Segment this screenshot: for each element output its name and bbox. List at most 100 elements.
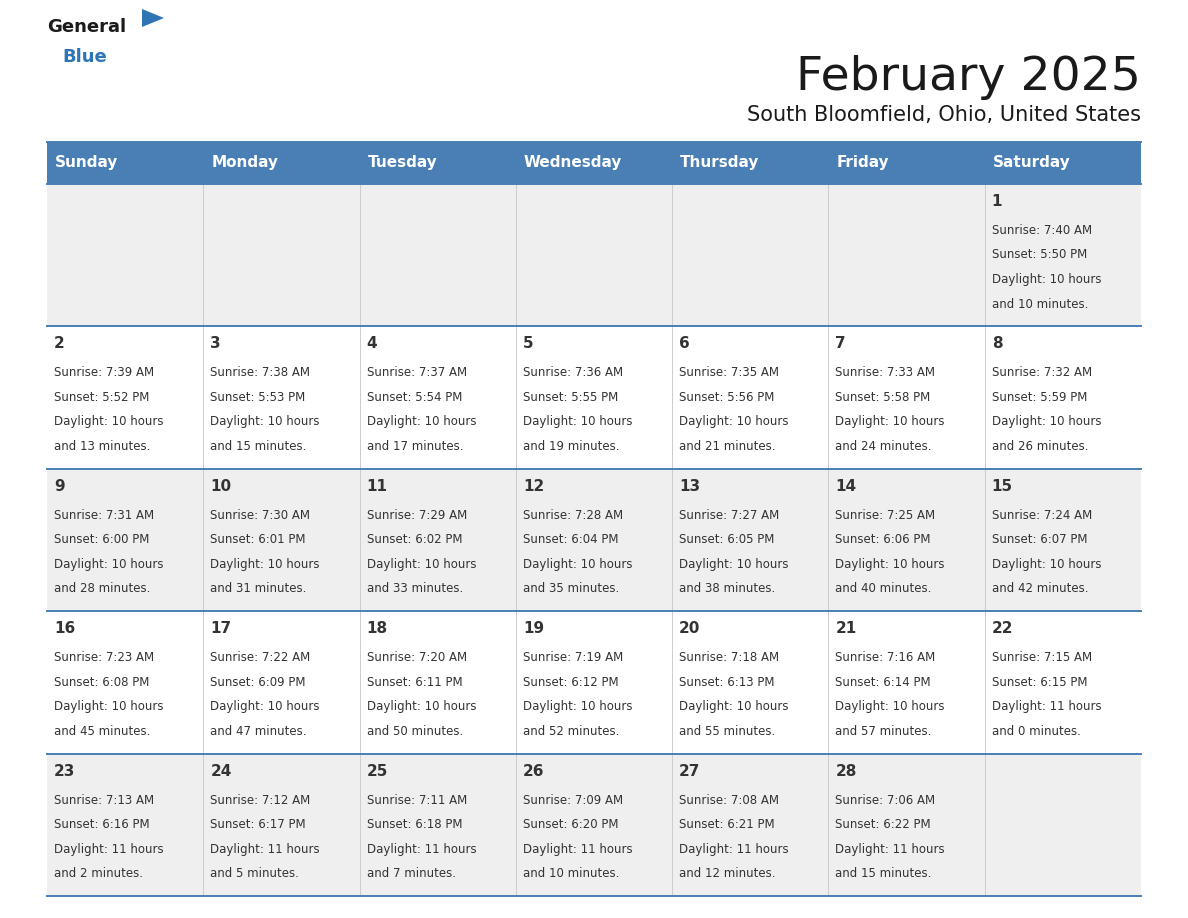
Text: Sunrise: 7:28 AM: Sunrise: 7:28 AM — [523, 509, 623, 521]
Text: Daylight: 11 hours: Daylight: 11 hours — [680, 843, 789, 856]
Text: Sunrise: 7:27 AM: Sunrise: 7:27 AM — [680, 509, 779, 521]
Text: Sunset: 6:17 PM: Sunset: 6:17 PM — [210, 818, 307, 831]
Text: Sunrise: 7:08 AM: Sunrise: 7:08 AM — [680, 793, 779, 807]
Text: Sunset: 5:59 PM: Sunset: 5:59 PM — [992, 391, 1087, 404]
Text: Sunrise: 7:23 AM: Sunrise: 7:23 AM — [53, 651, 154, 665]
Bar — [48, 184, 1140, 327]
Text: and 55 minutes.: and 55 minutes. — [680, 724, 776, 738]
Text: Sunset: 6:16 PM: Sunset: 6:16 PM — [53, 818, 150, 831]
Text: 18: 18 — [367, 621, 387, 636]
Text: Daylight: 10 hours: Daylight: 10 hours — [680, 700, 789, 713]
Text: Daylight: 10 hours: Daylight: 10 hours — [53, 416, 164, 429]
Text: 11: 11 — [367, 479, 387, 494]
Text: and 26 minutes.: and 26 minutes. — [992, 440, 1088, 453]
Text: Sunrise: 7:20 AM: Sunrise: 7:20 AM — [367, 651, 467, 665]
Text: and 15 minutes.: and 15 minutes. — [835, 868, 931, 880]
Text: 28: 28 — [835, 764, 857, 778]
Text: Sunset: 6:05 PM: Sunset: 6:05 PM — [680, 533, 775, 546]
Text: Sunrise: 7:32 AM: Sunrise: 7:32 AM — [992, 366, 1092, 379]
Text: 14: 14 — [835, 479, 857, 494]
Text: Daylight: 10 hours: Daylight: 10 hours — [523, 416, 632, 429]
Text: and 24 minutes.: and 24 minutes. — [835, 440, 931, 453]
Text: Daylight: 10 hours: Daylight: 10 hours — [680, 416, 789, 429]
Text: 8: 8 — [992, 336, 1003, 352]
Text: Sunset: 6:13 PM: Sunset: 6:13 PM — [680, 676, 775, 688]
Text: Sunrise: 7:11 AM: Sunrise: 7:11 AM — [367, 793, 467, 807]
Text: 25: 25 — [367, 764, 388, 778]
Text: Sunrise: 7:39 AM: Sunrise: 7:39 AM — [53, 366, 154, 379]
Text: Sunrise: 7:40 AM: Sunrise: 7:40 AM — [992, 224, 1092, 237]
Text: and 42 minutes.: and 42 minutes. — [992, 582, 1088, 595]
Text: Sunrise: 7:25 AM: Sunrise: 7:25 AM — [835, 509, 936, 521]
Text: Sunrise: 7:19 AM: Sunrise: 7:19 AM — [523, 651, 624, 665]
Text: Sunset: 5:56 PM: Sunset: 5:56 PM — [680, 391, 775, 404]
Text: Sunset: 6:15 PM: Sunset: 6:15 PM — [992, 676, 1087, 688]
Text: and 57 minutes.: and 57 minutes. — [835, 724, 931, 738]
Text: Daylight: 10 hours: Daylight: 10 hours — [367, 558, 476, 571]
Text: and 19 minutes.: and 19 minutes. — [523, 440, 619, 453]
Text: Sunrise: 7:15 AM: Sunrise: 7:15 AM — [992, 651, 1092, 665]
Text: Daylight: 10 hours: Daylight: 10 hours — [992, 273, 1101, 286]
Text: and 5 minutes.: and 5 minutes. — [210, 868, 299, 880]
Text: 16: 16 — [53, 621, 75, 636]
Text: and 47 minutes.: and 47 minutes. — [210, 724, 307, 738]
Text: and 7 minutes.: and 7 minutes. — [367, 868, 455, 880]
Text: Sunset: 6:20 PM: Sunset: 6:20 PM — [523, 818, 619, 831]
Text: Daylight: 10 hours: Daylight: 10 hours — [835, 700, 944, 713]
Text: February 2025: February 2025 — [796, 55, 1140, 100]
Text: Sunrise: 7:24 AM: Sunrise: 7:24 AM — [992, 509, 1092, 521]
Bar — [48, 469, 1140, 611]
Text: Daylight: 11 hours: Daylight: 11 hours — [210, 843, 320, 856]
Text: Daylight: 10 hours: Daylight: 10 hours — [210, 416, 320, 429]
Text: Sunday: Sunday — [55, 155, 119, 171]
Text: Sunrise: 7:38 AM: Sunrise: 7:38 AM — [210, 366, 310, 379]
Text: Sunset: 5:50 PM: Sunset: 5:50 PM — [992, 249, 1087, 262]
Text: and 10 minutes.: and 10 minutes. — [992, 297, 1088, 310]
Text: and 33 minutes.: and 33 minutes. — [367, 582, 463, 595]
Text: Sunset: 6:09 PM: Sunset: 6:09 PM — [210, 676, 305, 688]
Text: 13: 13 — [680, 479, 700, 494]
Text: Sunrise: 7:22 AM: Sunrise: 7:22 AM — [210, 651, 310, 665]
Text: Sunrise: 7:09 AM: Sunrise: 7:09 AM — [523, 793, 623, 807]
Text: Sunset: 6:18 PM: Sunset: 6:18 PM — [367, 818, 462, 831]
Text: 1: 1 — [992, 194, 1003, 209]
Text: Daylight: 10 hours: Daylight: 10 hours — [835, 558, 944, 571]
Text: 27: 27 — [680, 764, 701, 778]
Text: Daylight: 10 hours: Daylight: 10 hours — [367, 700, 476, 713]
Text: Sunset: 6:14 PM: Sunset: 6:14 PM — [835, 676, 931, 688]
Text: and 2 minutes.: and 2 minutes. — [53, 868, 143, 880]
Text: 5: 5 — [523, 336, 533, 352]
Text: Daylight: 10 hours: Daylight: 10 hours — [53, 558, 164, 571]
Text: Sunrise: 7:13 AM: Sunrise: 7:13 AM — [53, 793, 154, 807]
Text: Sunset: 6:02 PM: Sunset: 6:02 PM — [367, 533, 462, 546]
Text: Sunset: 5:53 PM: Sunset: 5:53 PM — [210, 391, 305, 404]
Text: 26: 26 — [523, 764, 544, 778]
Text: and 21 minutes.: and 21 minutes. — [680, 440, 776, 453]
Text: and 17 minutes.: and 17 minutes. — [367, 440, 463, 453]
Text: Sunset: 6:00 PM: Sunset: 6:00 PM — [53, 533, 150, 546]
Text: 20: 20 — [680, 621, 701, 636]
Text: Sunset: 5:54 PM: Sunset: 5:54 PM — [367, 391, 462, 404]
Text: and 15 minutes.: and 15 minutes. — [210, 440, 307, 453]
Text: Monday: Monday — [211, 155, 278, 171]
Text: Sunrise: 7:36 AM: Sunrise: 7:36 AM — [523, 366, 623, 379]
Text: and 40 minutes.: and 40 minutes. — [835, 582, 931, 595]
Text: Friday: Friday — [836, 155, 889, 171]
Text: Sunset: 6:21 PM: Sunset: 6:21 PM — [680, 818, 775, 831]
Text: Sunset: 5:52 PM: Sunset: 5:52 PM — [53, 391, 150, 404]
Text: Sunrise: 7:35 AM: Sunrise: 7:35 AM — [680, 366, 779, 379]
Text: Daylight: 10 hours: Daylight: 10 hours — [680, 558, 789, 571]
Text: Daylight: 10 hours: Daylight: 10 hours — [210, 558, 320, 571]
Text: Blue: Blue — [62, 48, 107, 66]
Text: and 50 minutes.: and 50 minutes. — [367, 724, 463, 738]
Text: South Bloomfield, Ohio, United States: South Bloomfield, Ohio, United States — [747, 105, 1140, 125]
Text: Daylight: 11 hours: Daylight: 11 hours — [835, 843, 944, 856]
Text: and 35 minutes.: and 35 minutes. — [523, 582, 619, 595]
Text: Sunrise: 7:30 AM: Sunrise: 7:30 AM — [210, 509, 310, 521]
Text: Saturday: Saturday — [993, 155, 1070, 171]
Text: and 28 minutes.: and 28 minutes. — [53, 582, 151, 595]
Text: and 10 minutes.: and 10 minutes. — [523, 868, 619, 880]
Text: and 38 minutes.: and 38 minutes. — [680, 582, 776, 595]
Text: Sunset: 6:12 PM: Sunset: 6:12 PM — [523, 676, 619, 688]
Text: Sunset: 5:55 PM: Sunset: 5:55 PM — [523, 391, 618, 404]
